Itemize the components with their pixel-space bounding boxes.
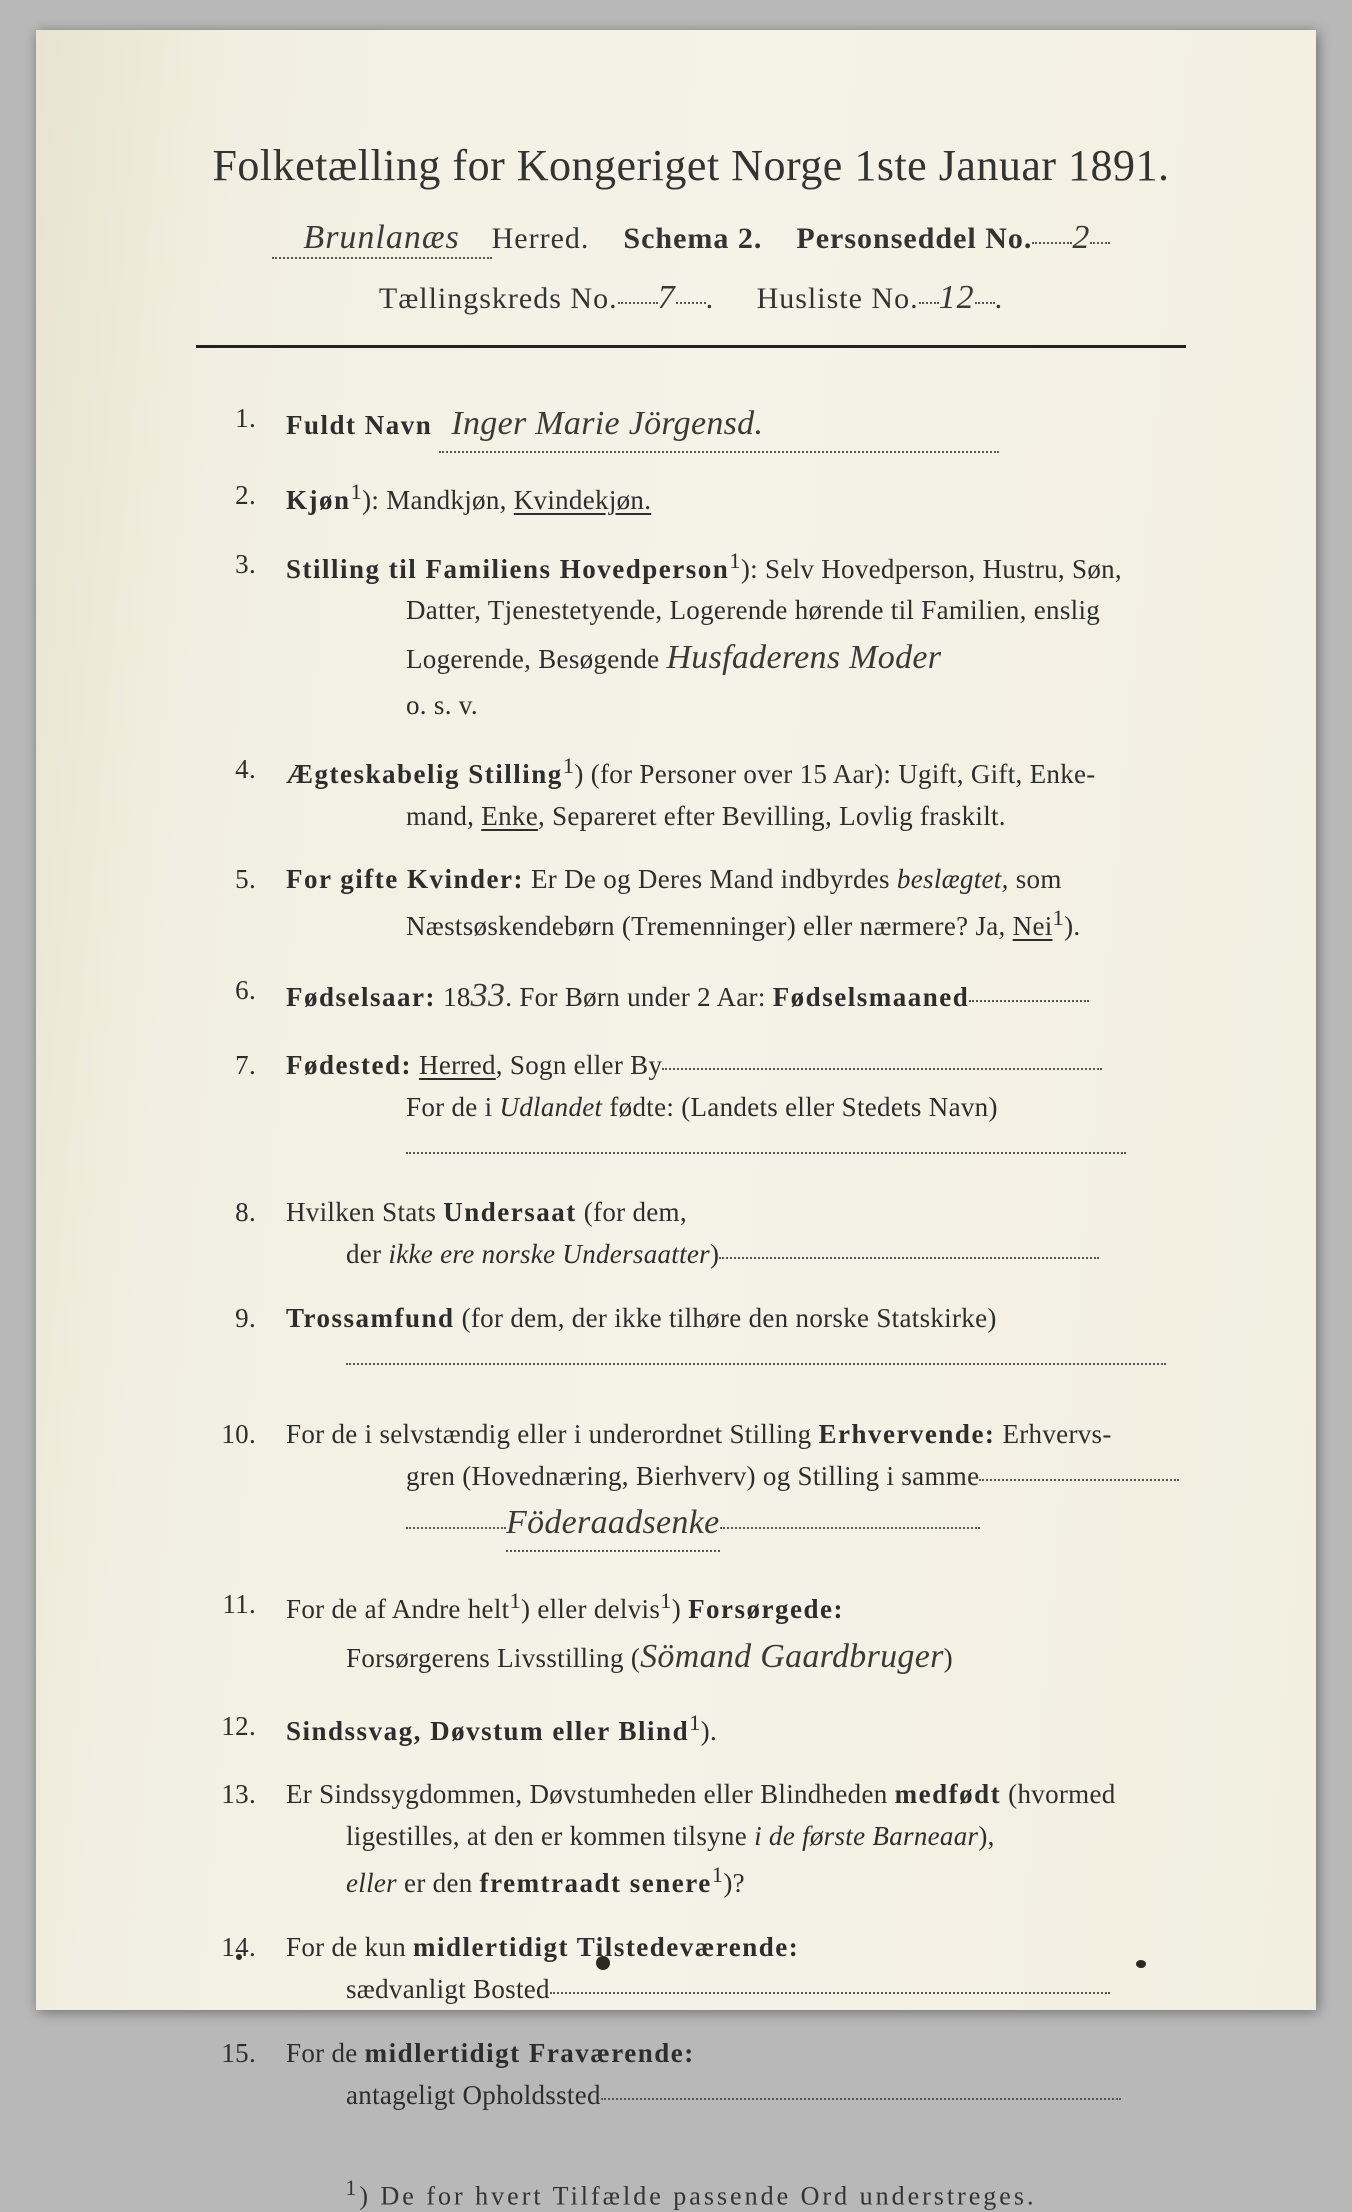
herred-handwritten: Brunlanæs — [272, 219, 492, 259]
value-nei: Nei — [1013, 911, 1053, 941]
item-10: For de i selvstændig eller i underordnet… — [196, 1414, 1186, 1552]
item-13: Er Sindssygdommen, Døvstumheden eller Bl… — [196, 1774, 1186, 1905]
paper-spot — [1136, 1960, 1146, 1968]
value-herred: Herred — [419, 1050, 496, 1080]
divider-rule — [196, 345, 1186, 348]
value-name: Inger Marie Jörgensd. — [439, 398, 999, 453]
item-4: Ægteskabelig Stilling1) (for Personer ov… — [196, 749, 1186, 838]
item-6: Fødselsaar: 1833. For Børn under 2 Aar: … — [196, 970, 1186, 1023]
sub-line-2: Tællingskreds No.7. Husliste No.12. — [196, 279, 1186, 317]
sub-line-1: BrunlanæsHerred. Schema 2. Personseddel … — [196, 219, 1186, 259]
item-15: For de midlertidigt Fraværende: antageli… — [196, 2033, 1186, 2117]
label-aegteskab: Ægteskabelig Stilling — [286, 759, 563, 789]
personseddel-no: 2 — [1072, 219, 1090, 257]
personseddel-label: Personseddel No. — [796, 222, 1032, 255]
item-8: Hvilken Stats Undersaat (for dem, der ik… — [196, 1192, 1186, 1276]
item-12: Sindssvag, Døvstum eller Blind1). — [196, 1706, 1186, 1753]
schema-label: Schema 2. — [623, 222, 762, 255]
kreds-no: 7 — [658, 279, 676, 317]
label-fuldt-navn: Fuldt Navn — [286, 410, 432, 440]
item-14: For de kun midlertidigt Tilstedeværende:… — [196, 1927, 1186, 2011]
husliste-label: Husliste No. — [757, 282, 919, 315]
paper-spot — [596, 1956, 610, 1970]
label-gifte-kvinder: For gifte Kvinder: — [286, 864, 524, 894]
value-enke: Enke — [481, 801, 538, 831]
form-items: Fuldt Navn Inger Marie Jörgensd. Kjøn1):… — [196, 398, 1186, 2116]
label-stilling: Stilling til Familiens Hovedperson — [286, 554, 729, 584]
value-relation: Husfaderens Moder — [666, 632, 941, 685]
header-block: Folketælling for Kongeriget Norge 1ste J… — [196, 140, 1186, 317]
item-9: Trossamfund (for dem, der ikke tilhøre d… — [196, 1298, 1186, 1382]
item-11: For de af Andre helt1) eller delvis1) Fo… — [196, 1584, 1186, 1684]
kreds-label: Tællingskreds No. — [379, 282, 618, 315]
main-title: Folketælling for Kongeriget Norge 1ste J… — [196, 140, 1186, 191]
footnote: 1) De for hvert Tilfælde passende Ord un… — [196, 2176, 1186, 2212]
item-7: Fødested: Herred, Sogn eller By For de i… — [196, 1045, 1186, 1171]
husliste-no: 12 — [939, 279, 975, 317]
item-3: Stilling til Familiens Hovedperson1): Se… — [196, 544, 1186, 727]
census-form-page: Folketælling for Kongeriget Norge 1ste J… — [36, 30, 1316, 2010]
value-provider: Sömand Gaardbruger — [640, 1631, 944, 1684]
item-2: Kjøn1): Mandkjøn, Kvindekjøn. — [196, 475, 1186, 522]
item-1: Fuldt Navn Inger Marie Jörgensd. — [196, 398, 1186, 453]
opt-kvindekjon: Kvindekjøn. — [514, 485, 652, 515]
paper-spot — [236, 1954, 242, 1960]
herred-print: Herred. — [492, 222, 590, 255]
value-birth-year: 33 — [471, 970, 506, 1023]
opt-mandkjon: Mandkjøn, — [386, 485, 514, 515]
item-5: For gifte Kvinder: Er De og Deres Mand i… — [196, 859, 1186, 948]
label-fodested: Fødested: — [286, 1050, 412, 1080]
label-kjon: Kjøn — [286, 485, 351, 515]
value-occupation: Föderaadsenke — [506, 1497, 720, 1552]
label-fodselsaar: Fødselsaar: — [286, 982, 436, 1012]
